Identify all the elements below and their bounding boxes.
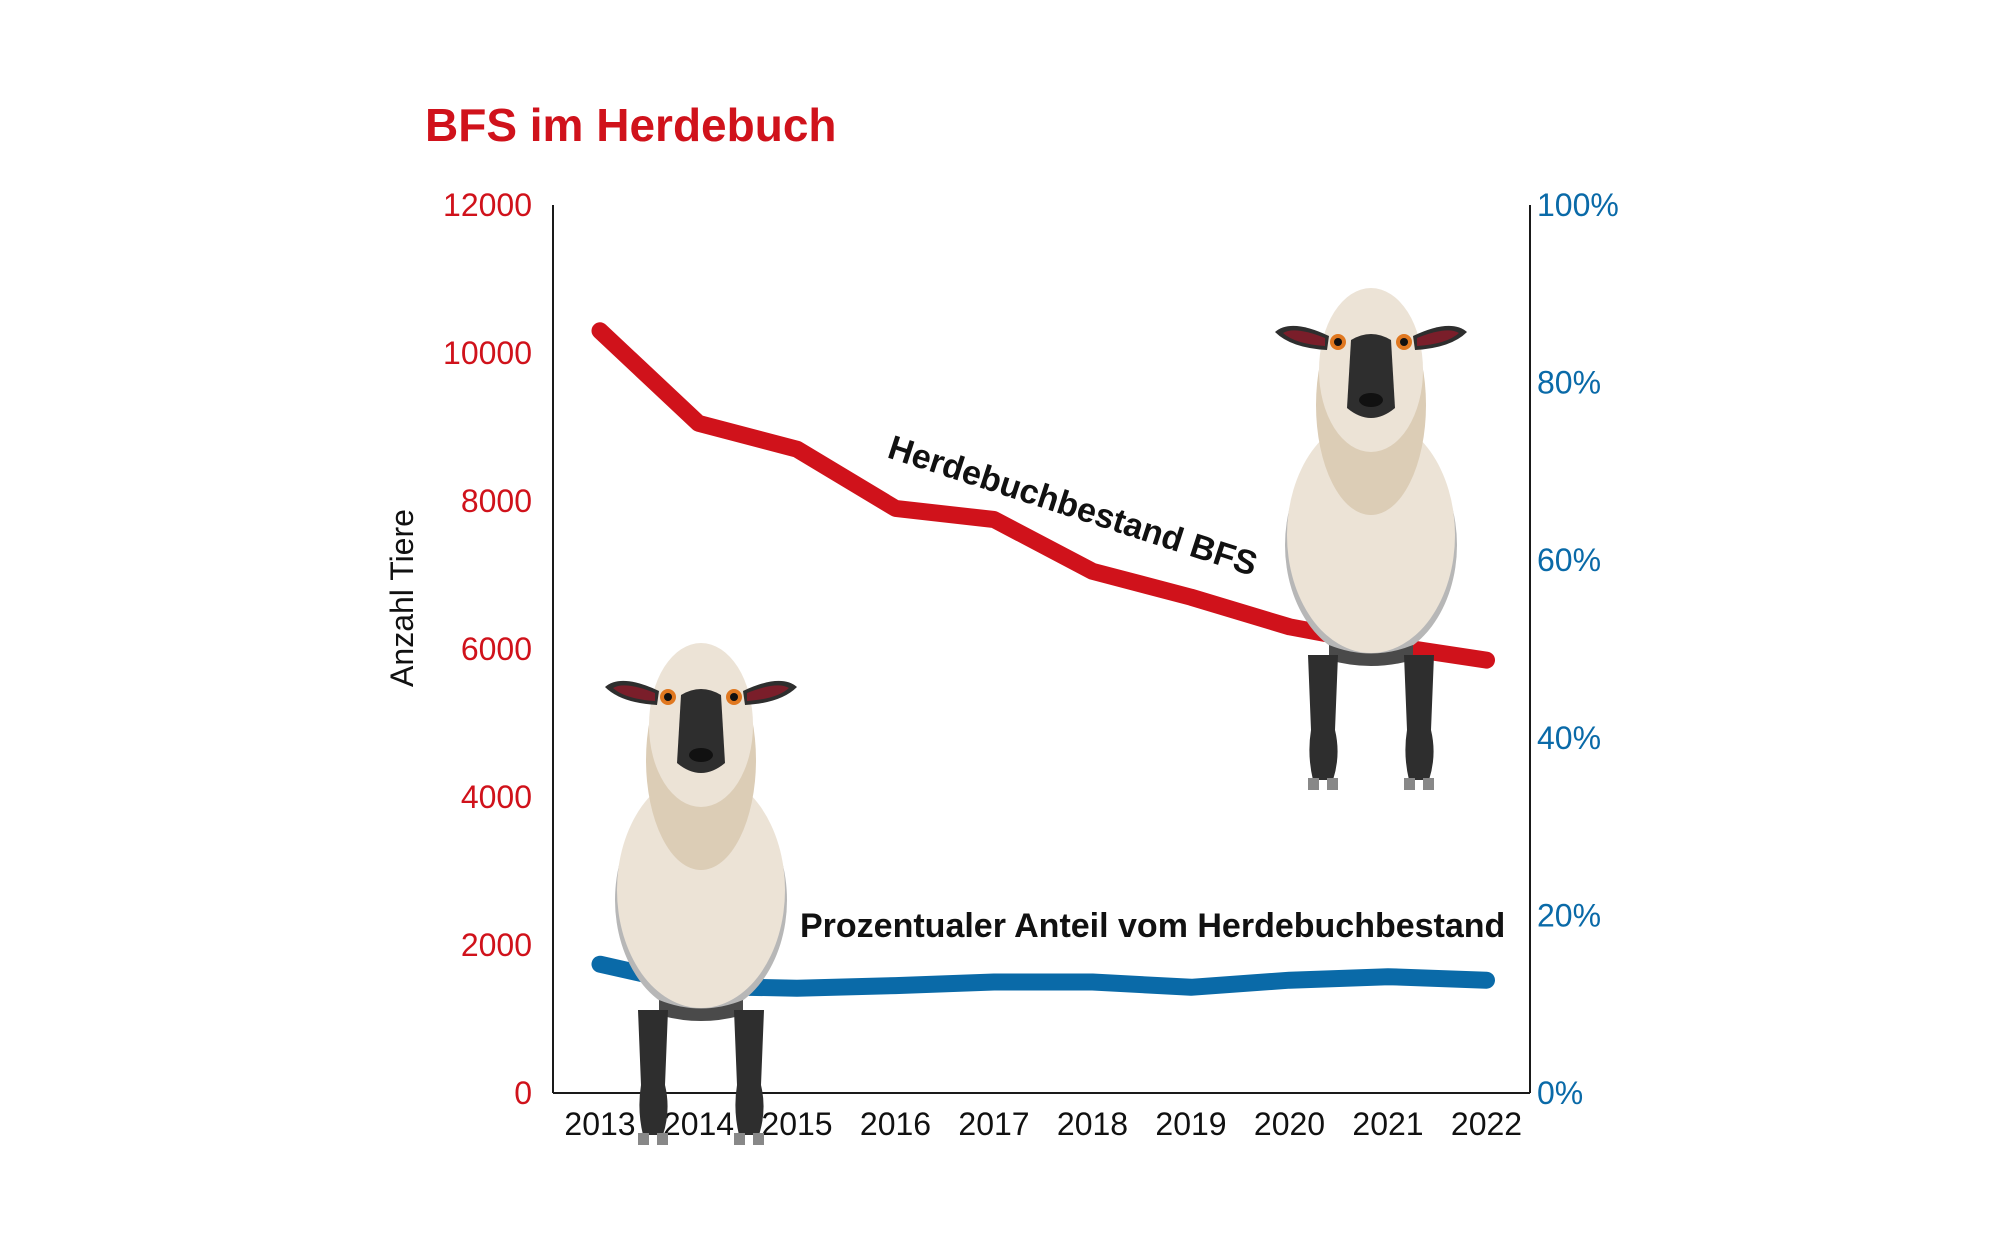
x-tick-label: 2018 bbox=[1057, 1106, 1128, 1142]
y-axis-label: Anzahl Tiere bbox=[384, 509, 420, 687]
x-tick-label: 2015 bbox=[761, 1106, 832, 1142]
x-ticks: 2013 2014 2015 2016 2017 2018 2019 2020 2021 2022 bbox=[564, 1106, 1522, 1142]
x-tick-label: 2021 bbox=[1352, 1106, 1423, 1142]
x-tick-label: 2017 bbox=[958, 1106, 1029, 1142]
series-label-prozentualer-anteil: Prozentualer Anteil vom Herdebuchbestand bbox=[800, 907, 1505, 945]
left-tick-label: 10000 bbox=[443, 335, 532, 371]
sheep-illustration-left bbox=[605, 643, 797, 1145]
chart-title: BFS im Herdebuch bbox=[425, 99, 837, 151]
x-tick-label: 2022 bbox=[1451, 1106, 1522, 1142]
left-y-ticks: 0 2000 4000 6000 8000 10000 12000 bbox=[443, 187, 532, 1111]
left-tick-label: 2000 bbox=[461, 927, 532, 963]
x-tick-label: 2016 bbox=[860, 1106, 931, 1142]
right-tick-label: 60% bbox=[1537, 542, 1601, 578]
right-tick-label: 100% bbox=[1537, 187, 1619, 223]
sheep-illustration-right bbox=[1275, 288, 1467, 790]
right-tick-label: 20% bbox=[1537, 897, 1601, 933]
left-tick-label: 6000 bbox=[461, 631, 532, 667]
right-tick-label: 80% bbox=[1537, 365, 1601, 401]
x-tick-label: 2019 bbox=[1155, 1106, 1226, 1142]
right-tick-label: 0% bbox=[1537, 1075, 1583, 1111]
right-tick-label: 40% bbox=[1537, 720, 1601, 756]
x-tick-label: 2014 bbox=[663, 1106, 734, 1142]
x-tick-label: 2020 bbox=[1254, 1106, 1325, 1142]
left-tick-label: 8000 bbox=[461, 483, 532, 519]
left-tick-label: 12000 bbox=[443, 187, 532, 223]
x-tick-label: 2013 bbox=[564, 1106, 635, 1142]
left-tick-label: 4000 bbox=[461, 779, 532, 815]
right-y-ticks: 0% 20% 40% 60% 80% 100% bbox=[1537, 187, 1619, 1111]
left-tick-label: 0 bbox=[514, 1075, 532, 1111]
